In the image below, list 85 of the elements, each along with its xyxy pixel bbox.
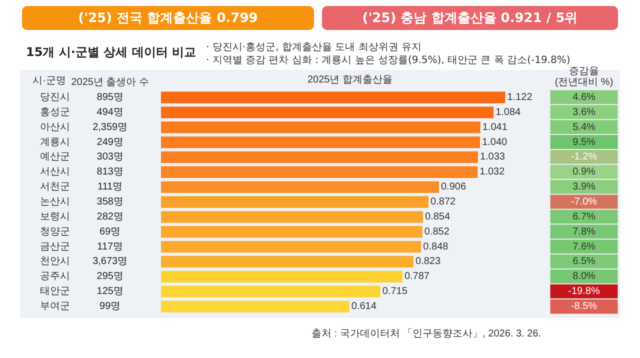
data-label: 6.7%	[572, 211, 596, 222]
source-note: 출처 : 국가데이터처 「인구동향조사」, 2026. 3. 26.	[312, 328, 542, 340]
data-label: 0.9%	[572, 166, 596, 178]
data-label: 813명	[96, 166, 124, 178]
data-label: 2,359명	[92, 122, 128, 133]
y-tick-label: 서천군	[40, 182, 70, 193]
data-label: 8.0%	[572, 271, 596, 282]
data-label: -19.8%	[568, 286, 600, 298]
data-label: -7.0%	[570, 196, 598, 208]
y-tick-label: 보령시	[40, 211, 70, 222]
data-label: 4.6%	[572, 92, 596, 103]
bar	[161, 270, 402, 282]
y-axis-title: 시·군명	[32, 76, 66, 86]
y-tick-label: 서산시	[40, 166, 70, 178]
data-label: 3.9%	[572, 182, 596, 193]
text: ('25) 충남 합계출산율 0.921 / 5위	[322, 6, 618, 30]
y-tick-label: 공주시	[40, 271, 70, 282]
y-tick-label: 계룡시	[40, 136, 70, 148]
data-label: 9.5%	[572, 136, 596, 148]
data-label: 117명	[97, 241, 124, 252]
data-label: 1.084	[496, 106, 522, 118]
data-label: 0.854	[425, 211, 450, 222]
data-label: 0.715	[382, 286, 408, 298]
data-label: 0.848	[423, 241, 449, 252]
data-label: 358명	[96, 196, 124, 208]
data-label: 295명	[96, 271, 124, 282]
bar	[161, 286, 380, 298]
data-label: 3.6%	[572, 106, 596, 118]
data-label: 303명	[96, 152, 124, 163]
data-label: 1.122	[507, 92, 533, 103]
data-label: 111명	[97, 182, 123, 193]
y-tick-label: 부여군	[40, 301, 70, 312]
data-label: 125명	[96, 286, 124, 298]
data-label: 0.872	[430, 196, 456, 208]
y-tick-label: 태안군	[40, 286, 70, 298]
y-tick-label: 아산시	[40, 122, 70, 133]
data-label: 895명	[96, 92, 124, 103]
y-tick-label: 당진시	[40, 92, 70, 103]
data-label: 0.787	[404, 271, 430, 282]
data-label: 1.041	[482, 122, 508, 133]
data-label: -1.2%	[570, 152, 598, 163]
bar	[161, 300, 350, 312]
data-label: 1.040	[482, 136, 508, 148]
chart-title: 2025년 합계출산율	[307, 74, 393, 86]
data-label: 249명	[96, 136, 124, 148]
x-tick-label: 2025년 출생아 수	[71, 77, 150, 88]
text: 15개 시·군별 상세 데이터 비교	[26, 44, 196, 61]
bar	[161, 256, 414, 268]
data-label: 0.906	[440, 182, 466, 193]
data-label: 6.5%	[572, 256, 596, 268]
data-label: 7.8%	[572, 226, 596, 238]
data-label: 0.852	[424, 226, 450, 238]
bar	[161, 211, 424, 223]
text: · 지역별 증감 편차 심화 : 계룡시 높은 성장률(9.5%), 태안군 큰 폭 감소(-19.8%)	[206, 54, 570, 66]
data-label: 5.4%	[572, 122, 596, 133]
bar	[161, 122, 480, 134]
data-label: 7.6%	[572, 241, 596, 252]
bar	[161, 92, 506, 104]
text: ('25) 전국 합계출산율 0.799	[22, 6, 314, 30]
y-tick-label: 홍성군	[40, 106, 70, 118]
data-label: 3,673명	[92, 256, 128, 268]
data-label: 0.614	[351, 301, 377, 312]
data-label: 69명	[100, 226, 121, 238]
bar	[161, 196, 429, 208]
x-tick-label: 증감율 (전년대비 %)	[554, 66, 614, 88]
bar	[161, 151, 478, 164]
bar	[161, 226, 422, 238]
y-tick-label: 청양군	[40, 226, 70, 238]
text: · 당진시·홍성군, 합계출산율 도내 최상위권 유지	[206, 41, 422, 54]
y-tick-label: 천안시	[40, 256, 70, 268]
data-label: 1.032	[480, 166, 506, 178]
bar	[161, 106, 494, 118]
data-label: 0.823	[416, 256, 441, 268]
y-tick-label: 논산시	[40, 196, 70, 208]
data-label: 494명	[96, 106, 124, 118]
data-label: 99명	[100, 301, 121, 312]
bar	[161, 181, 439, 193]
bar	[161, 166, 478, 178]
y-tick-label: 금산군	[40, 241, 70, 252]
data-label: 282명	[96, 211, 124, 222]
data-label: -8.5%	[570, 301, 598, 312]
bar	[161, 240, 422, 253]
data-label: 1.033	[480, 152, 506, 163]
y-tick-label: 예산군	[40, 152, 70, 163]
bar	[161, 136, 480, 148]
